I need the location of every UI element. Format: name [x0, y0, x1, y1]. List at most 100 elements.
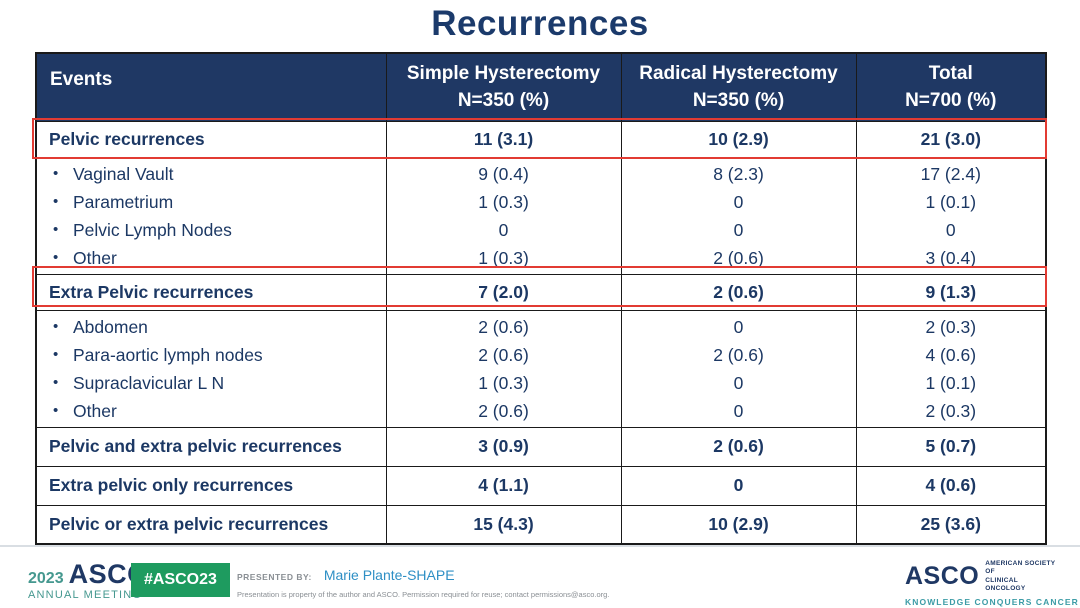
column-header-label: Total — [928, 62, 973, 84]
meeting-year: 2023 — [28, 570, 64, 587]
footer-divider — [0, 545, 1080, 547]
row-label: Pelvic or extra pelvic recurrences — [35, 504, 387, 545]
cell-value: 21 (3.0) — [855, 120, 1047, 158]
cell-value: 7 (2.0) — [385, 273, 622, 311]
recurrences-table-container: Events Simple Hysterectomy N=350 (%) Rad… — [32, 52, 1047, 545]
table-row-pelvic-recurrences: Pelvic recurrences 11 (3.1) 10 (2.9) 21 … — [35, 120, 1047, 158]
row-label: Pelvic and extra pelvic recurrences — [35, 426, 387, 467]
table-header-row: Events Simple Hysterectomy N=350 (%) Rad… — [35, 52, 1047, 122]
list-item: • Supraclavicular L N — [37, 369, 386, 397]
list-item: • Para-aortic lymph nodes — [37, 341, 386, 369]
cell-value: 0 — [945, 219, 956, 240]
cell-value: 0 — [733, 400, 744, 421]
cell-value: 0 — [733, 372, 744, 393]
row-label: Other — [73, 247, 117, 268]
cell-value: 2 (0.3) — [925, 400, 977, 421]
asco-tagline-line2: CLINICAL ONCOLOGY — [985, 576, 1026, 593]
cell-value: 2 (0.6) — [620, 273, 857, 311]
subrow-values-total: 2 (0.3) 4 (0.6) 1 (0.1) 2 (0.3) — [855, 309, 1047, 428]
cell-value: 0 — [733, 219, 744, 240]
cell-value: 1 (0.3) — [478, 372, 529, 393]
list-item: • Vaginal Vault — [37, 160, 386, 188]
cell-value: 0 — [620, 465, 857, 506]
cell-value: 0 — [733, 191, 744, 212]
asco-society-logo: ASCO AMERICAN SOCIETY OF CLINICAL ONCOLO… — [905, 560, 1079, 607]
table-row-pelvic-and-extra-pelvic: Pelvic and extra pelvic recurrences 3 (0… — [35, 426, 1047, 467]
bullet-icon: • — [53, 317, 59, 335]
list-item: • Pelvic Lymph Nodes — [37, 216, 386, 244]
column-header-subtitle: N=700 (%) — [905, 90, 997, 112]
column-header-events: Events — [35, 52, 387, 122]
row-label: Supraclavicular L N — [73, 372, 225, 393]
column-header-subtitle: N=350 (%) — [692, 90, 785, 112]
cell-value: 9 (1.3) — [855, 273, 1047, 311]
table-subrows-pelvic: • Vaginal Vault • Parametrium • Pelvic Lymp… — [35, 156, 1047, 275]
column-header-simple-hysterectomy: Simple Hysterectomy N=350 (%) — [385, 52, 622, 122]
column-header-subtitle: N=350 (%) — [457, 90, 550, 112]
cell-value: 1 (0.3) — [478, 247, 529, 268]
table-row-extra-pelvic-only: Extra pelvic only recurrences 4 (1.1) 0 … — [35, 465, 1047, 506]
cell-value: 1 (0.1) — [925, 372, 977, 393]
list-item: • Abdomen — [37, 313, 386, 341]
bullet-icon: • — [53, 401, 59, 419]
subrow-values-total: 17 (2.4) 1 (0.1) 0 3 (0.4) — [855, 156, 1047, 275]
subrow-values-simple: 9 (0.4) 1 (0.3) 0 1 (0.3) — [385, 156, 622, 275]
asco-logo-taglines: AMERICAN SOCIETY OF CLINICAL ONCOLOGY — [985, 560, 1060, 594]
cell-value: 0 — [733, 316, 744, 337]
asco-logo-name: ASCO — [905, 562, 980, 591]
cell-value: 11 (3.1) — [385, 120, 622, 158]
presented-by-label: PRESENTED BY: — [237, 572, 312, 582]
cell-value: 4 (0.6) — [925, 344, 977, 365]
cell-value: 10 (2.9) — [620, 504, 857, 545]
row-label: Other — [73, 400, 117, 421]
cell-value: 4 (1.1) — [385, 465, 622, 506]
cell-value: 2 (0.6) — [620, 426, 857, 467]
cell-value: 1 (0.3) — [478, 191, 529, 212]
cell-value: 5 (0.7) — [855, 426, 1047, 467]
table-row-extra-pelvic-recurrences: Extra Pelvic recurrences 7 (2.0) 2 (0.6)… — [35, 273, 1047, 311]
presenter-name: Marie Plante-SHAPE — [323, 567, 455, 583]
table-row-pelvic-or-extra-pelvic: Pelvic or extra pelvic recurrences 15 (4… — [35, 504, 1047, 545]
disclaimer-text: Presentation is property of the author a… — [237, 590, 610, 599]
cell-value: 0 — [498, 219, 509, 240]
row-label: Vaginal Vault — [73, 163, 174, 184]
list-item: • Other — [37, 244, 386, 272]
table-subrows-extra-pelvic: • Abdomen • Para-aortic lymph nodes • Supra… — [35, 309, 1047, 428]
cell-value: 3 (0.4) — [925, 247, 977, 268]
row-label: Extra pelvic only recurrences — [35, 465, 387, 506]
cell-value: 8 (2.3) — [713, 163, 764, 184]
cell-value: 2 (0.6) — [713, 344, 764, 365]
column-header-label: Radical Hysterectomy — [639, 62, 838, 84]
asco-motto: KNOWLEDGE CONQUERS CANCER — [905, 596, 1079, 607]
cell-value: 3 (0.9) — [385, 426, 622, 467]
column-header-label: Events — [50, 69, 113, 90]
row-label: Pelvic recurrences — [35, 120, 387, 158]
recurrences-table: Events Simple Hysterectomy N=350 (%) Rad… — [35, 52, 1047, 545]
cell-value: 15 (4.3) — [385, 504, 622, 545]
bullet-icon: • — [53, 220, 59, 238]
subrow-values-radical: 8 (2.3) 0 0 2 (0.6) — [620, 156, 857, 275]
bullet-icon: • — [53, 345, 59, 363]
subrow-values-radical: 0 2 (0.6) 0 0 — [620, 309, 857, 428]
row-label: Para-aortic lymph nodes — [73, 344, 263, 365]
list-item: • Parametrium — [37, 188, 386, 216]
cell-value: 4 (0.6) — [855, 465, 1047, 506]
column-header-radical-hysterectomy: Radical Hysterectomy N=350 (%) — [620, 52, 857, 122]
cell-value: 10 (2.9) — [620, 120, 857, 158]
row-label: Extra Pelvic recurrences — [35, 273, 387, 311]
cell-value: 17 (2.4) — [920, 163, 981, 184]
cell-value: 2 (0.6) — [478, 400, 529, 421]
row-label: Pelvic Lymph Nodes — [73, 219, 232, 240]
row-label: Parametrium — [73, 191, 174, 212]
cell-value: 1 (0.1) — [925, 191, 977, 212]
cell-value: 9 (0.4) — [478, 163, 529, 184]
bullet-icon: • — [53, 248, 59, 266]
column-header-label: Simple Hysterectomy — [406, 62, 601, 84]
subrow-values-simple: 2 (0.6) 2 (0.6) 1 (0.3) 2 (0.6) — [385, 309, 622, 428]
presented-by-block: PRESENTED BY: Marie Plante-SHAPE — [237, 567, 455, 583]
list-item: • Other — [37, 397, 386, 425]
cell-value: 2 (0.6) — [713, 247, 764, 268]
asco-tagline-line1: AMERICAN SOCIETY OF — [985, 560, 1056, 576]
cell-value: 25 (3.6) — [855, 504, 1047, 545]
hashtag-badge: #ASCO23 — [131, 563, 230, 597]
